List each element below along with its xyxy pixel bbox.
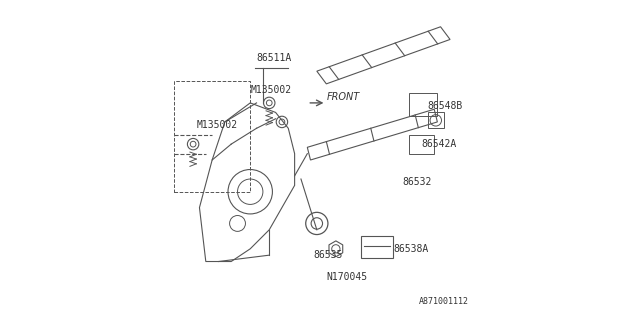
Text: M135002: M135002: [250, 85, 291, 95]
Text: N170045: N170045: [326, 272, 367, 282]
Text: A871001112: A871001112: [419, 297, 469, 306]
Bar: [409, 135, 434, 154]
Bar: [361, 236, 393, 258]
Bar: [428, 112, 444, 128]
Text: FRONT: FRONT: [326, 92, 360, 101]
Text: M135002: M135002: [196, 120, 237, 130]
Text: 86538A: 86538A: [393, 244, 428, 254]
Text: 86511A: 86511A: [257, 53, 292, 63]
Text: 86532: 86532: [403, 177, 432, 187]
Bar: [409, 93, 437, 116]
Text: 86548B: 86548B: [428, 101, 463, 111]
Text: 86535: 86535: [314, 250, 343, 260]
Text: 86542A: 86542A: [422, 139, 457, 149]
Bar: [174, 81, 250, 192]
